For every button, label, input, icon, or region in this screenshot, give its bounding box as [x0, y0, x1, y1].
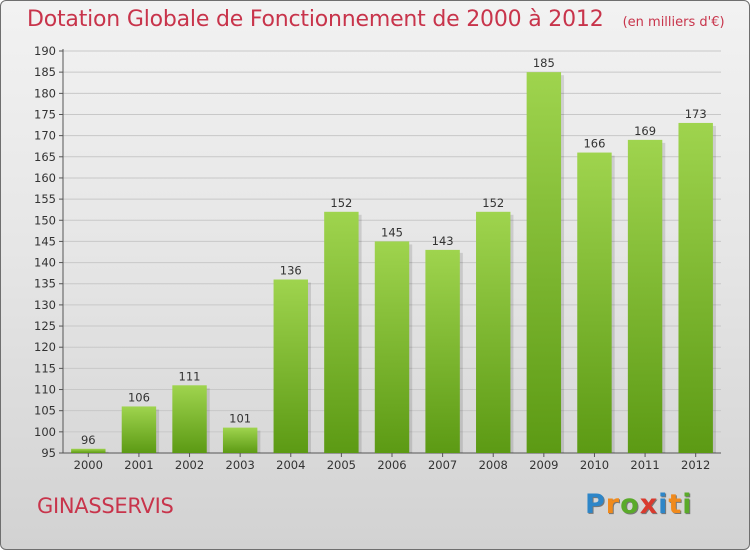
x-tick-label: 2007	[428, 458, 457, 472]
logo-letter: P	[585, 489, 606, 520]
x-tick-label: 2001	[124, 458, 153, 472]
y-tick-label: 115	[34, 361, 56, 375]
y-tick-label: 130	[34, 298, 56, 312]
chart-unit-note: (en milliers d'€)	[622, 15, 725, 30]
bar-value-label: 173	[685, 107, 707, 121]
x-tick-label: 2008	[479, 458, 508, 472]
y-tick-label: 170	[34, 129, 56, 143]
x-tick-label: 2000	[74, 458, 103, 472]
y-tick-label: 120	[34, 340, 56, 354]
bar-value-label: 143	[432, 234, 454, 248]
logo-letter: i	[658, 489, 669, 520]
x-tick-label: 2003	[226, 458, 255, 472]
bar	[627, 139, 663, 453]
bar	[71, 448, 106, 453]
bar-value-label: 106	[128, 390, 150, 404]
chart-title: Dotation Globale de Fonctionnement de 20…	[27, 7, 604, 32]
bar	[526, 72, 562, 453]
bar	[425, 249, 460, 453]
bar-value-label: 101	[229, 412, 251, 426]
bar-value-label: 152	[482, 196, 504, 210]
x-tick-label: 2002	[175, 458, 204, 472]
bars	[71, 72, 716, 454]
bar	[324, 211, 359, 453]
town-name: GINASSERVIS	[37, 494, 174, 518]
y-tick-label: 145	[34, 234, 56, 248]
proxiti-logo[interactable]: Proxiti	[585, 489, 693, 520]
y-tick-label: 95	[41, 446, 56, 460]
y-tick-label: 150	[34, 213, 56, 227]
bar-value-label: 136	[280, 264, 302, 278]
logo-letter: t	[668, 489, 683, 520]
y-tick-label: 155	[34, 192, 56, 206]
x-tick-label: 2011	[630, 458, 659, 472]
logo-letter: o	[620, 489, 640, 520]
y-tick-label: 180	[34, 86, 56, 100]
bar	[678, 122, 713, 454]
bar	[476, 211, 511, 453]
y-tick-label: 165	[34, 150, 56, 164]
bar-value-label: 185	[533, 56, 555, 70]
bar	[374, 241, 410, 453]
logo-letter: x	[639, 489, 659, 520]
x-tick-label: 2012	[681, 458, 710, 472]
x-tick-label: 2005	[327, 458, 356, 472]
y-tick-label: 160	[34, 171, 56, 185]
x-tick-label: 2009	[529, 458, 558, 472]
y-tick-label: 110	[34, 383, 56, 397]
bar	[121, 406, 157, 453]
bar	[273, 279, 308, 453]
bar-value-label: 166	[583, 137, 605, 151]
bar	[172, 385, 207, 453]
title-row: Dotation Globale de Fonctionnement de 20…	[27, 7, 725, 32]
y-tick-label: 185	[34, 65, 56, 79]
bar-value-label: 145	[381, 225, 403, 239]
labels: 95 100 105 110 115 120 125 130 135 140 145 150 155 16…	[34, 44, 710, 472]
bar-value-label: 152	[330, 196, 352, 210]
x-tick-label: 2006	[377, 458, 406, 472]
bar-value-label: 111	[179, 369, 201, 383]
logo-letter: r	[605, 489, 621, 520]
y-tick-label: 190	[34, 44, 56, 58]
bar	[222, 427, 258, 453]
y-tick-label: 105	[34, 404, 56, 418]
x-tick-label: 2010	[580, 458, 609, 472]
y-tick-label: 125	[34, 319, 56, 333]
y-tick-label: 140	[34, 256, 56, 270]
y-tick-label: 100	[34, 425, 56, 439]
bar-value-label: 169	[634, 124, 656, 138]
bar-value-label: 96	[81, 433, 96, 447]
x-tick-label: 2004	[276, 458, 305, 472]
bar	[577, 152, 612, 453]
y-tick-label: 175	[34, 107, 56, 121]
y-tick-label: 135	[34, 277, 56, 291]
logo-letter: i	[682, 489, 693, 520]
